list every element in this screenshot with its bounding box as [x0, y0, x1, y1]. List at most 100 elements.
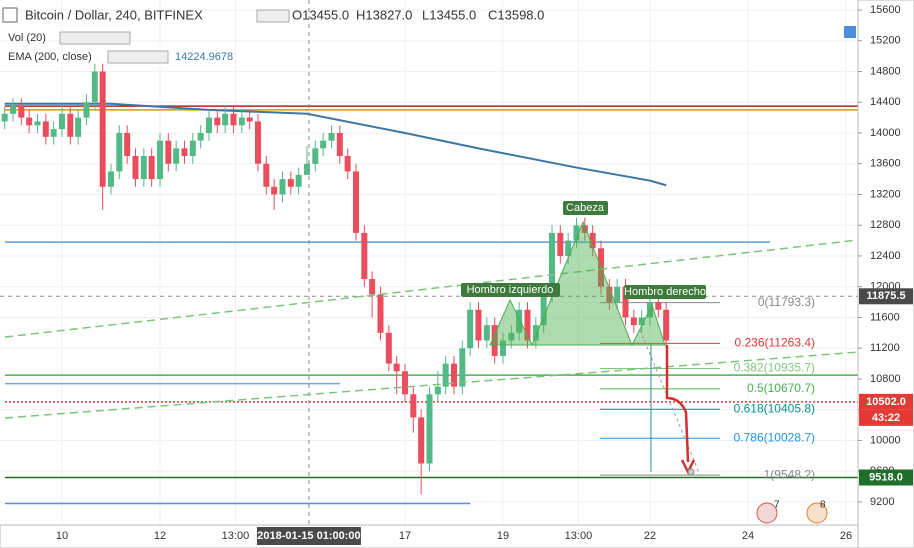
alert-count: 8 — [820, 500, 826, 511]
ema-value: 14224.9678 — [175, 51, 233, 63]
volume-label: Vol (20) — [8, 32, 46, 44]
y-tick-label: 14000 — [870, 127, 901, 139]
scroll-button[interactable] — [844, 26, 856, 38]
candle-body — [238, 117, 245, 126]
y-tick-label: 14400 — [870, 96, 901, 108]
crosshair-time-label: 2018-01-15 01:00:00 — [257, 530, 360, 542]
candle-body — [148, 156, 155, 180]
x-tick-label: 13:00 — [565, 530, 593, 542]
candle-body — [565, 240, 572, 256]
y-tick-label: 12400 — [870, 250, 901, 262]
x-tick-label: 19 — [497, 530, 509, 542]
price-scale — [857, 0, 914, 548]
ohlc-low: L13455.0 — [422, 7, 476, 22]
marker — [687, 468, 695, 476]
candle-body — [165, 140, 172, 164]
candle-body — [320, 140, 327, 149]
candle-body — [279, 179, 286, 195]
ohlc-open: O13455.0 — [292, 7, 349, 22]
price-tag — [859, 469, 913, 486]
x-tick-label: 22 — [644, 530, 656, 542]
x-tick-label: 26 — [840, 530, 852, 542]
candle-body — [99, 71, 106, 187]
candle-body — [173, 148, 180, 164]
candle-body — [75, 117, 82, 137]
candle-body — [197, 132, 204, 141]
candle-body — [361, 232, 368, 280]
indicator-icons[interactable] — [107, 50, 169, 64]
candle-body — [630, 317, 637, 326]
candle-body — [34, 121, 41, 126]
candle-body — [132, 156, 139, 180]
candle-body — [181, 148, 188, 157]
candle-body — [124, 132, 131, 157]
x-tick-label: 12 — [154, 530, 166, 542]
forecast-arrow — [665, 345, 690, 463]
candle-body — [614, 286, 621, 303]
overlay: 9200960010000104001080011200116001200012… — [56, 4, 913, 545]
indicator-icons[interactable] — [59, 31, 131, 45]
candle-body — [573, 225, 580, 241]
candle-body — [91, 71, 98, 103]
candle-body — [393, 363, 400, 372]
projection-line — [639, 329, 701, 476]
y-tick-label: 13200 — [870, 188, 901, 200]
plot-area — [0, 0, 858, 525]
symbol-title: Bitcoin / Dollar, 240, BITFINEX — [25, 7, 203, 22]
toolbar-icons[interactable] — [256, 9, 290, 23]
candle-body — [499, 340, 506, 356]
candle-body — [410, 394, 417, 418]
alert-icon[interactable] — [806, 502, 828, 524]
countdown-label: 43:22 — [872, 412, 900, 424]
ema-label: EMA (200, close) — [8, 51, 92, 63]
annotation: Hombro derecho — [624, 286, 706, 298]
countdown-tag — [859, 409, 913, 426]
alert-icon[interactable] — [756, 502, 778, 524]
candle-body — [377, 294, 384, 333]
fib-label: 0(11793.3) — [758, 295, 815, 309]
fib-label: 0.5(10670.7) — [747, 381, 815, 395]
annotation: Cabeza — [566, 202, 605, 214]
candle-body — [107, 171, 114, 187]
candle-body — [156, 140, 163, 180]
candle-body — [401, 371, 408, 395]
ohlc-high: H13827.0 — [356, 7, 412, 22]
candle-body — [508, 332, 515, 341]
candle-body — [9, 106, 16, 114]
candle-body — [58, 113, 65, 130]
candle-body — [254, 121, 261, 164]
y-tick-label: 12800 — [870, 219, 901, 231]
alert-count: 7 — [774, 500, 780, 511]
candle-body — [622, 286, 629, 318]
candle-body — [263, 163, 270, 187]
crosshair-time-tag — [256, 527, 361, 545]
candle-body — [467, 309, 474, 349]
candle-body — [67, 113, 74, 137]
candle-body — [222, 113, 229, 126]
price-tag-label: 11875.5 — [866, 290, 905, 302]
price-tag — [859, 393, 913, 410]
candle-body — [246, 117, 253, 122]
menu-button[interactable] — [2, 7, 18, 23]
candle-body — [116, 132, 123, 172]
ema-line — [4, 102, 667, 187]
ohlc-close: C13598.0 — [488, 7, 544, 22]
candle-body — [532, 325, 539, 341]
candle-body — [483, 325, 490, 341]
y-tick-label: 10800 — [870, 373, 901, 385]
candle-body — [189, 140, 196, 157]
fib-label: 1(9548.2) — [764, 467, 815, 481]
candle-body — [442, 363, 449, 387]
candle-body — [418, 417, 425, 464]
price-tag-label: 9518.0 — [869, 471, 903, 483]
y-tick-label: 13600 — [870, 158, 901, 170]
time-scale — [0, 524, 859, 548]
candle-body — [205, 117, 212, 133]
annotation-box — [624, 285, 706, 299]
candle-body — [303, 163, 310, 175]
candle-body — [426, 394, 433, 464]
y-tick-label: 15200 — [870, 35, 901, 47]
candle-body — [606, 286, 613, 303]
